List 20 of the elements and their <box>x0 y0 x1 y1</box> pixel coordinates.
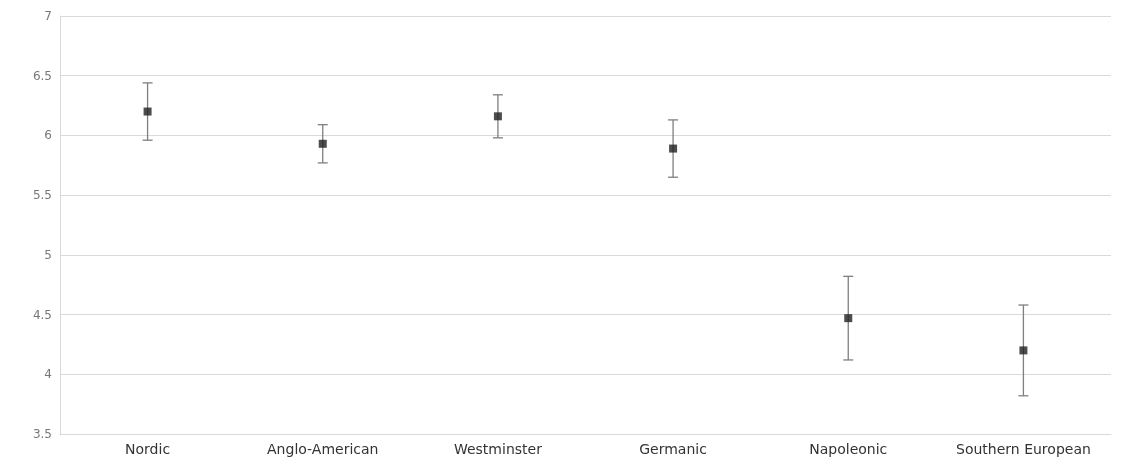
point <box>844 314 853 323</box>
point <box>1019 346 1028 355</box>
y-tick-label: 5.5 <box>32 188 52 203</box>
y-tick-label: 4 <box>44 367 52 382</box>
point <box>493 112 502 121</box>
x-tick-label: Westminster <box>453 441 543 457</box>
y-tick-label: 7 <box>44 9 52 23</box>
point <box>143 107 152 116</box>
x-tick-label: Southern European <box>956 441 1091 457</box>
y-tick-label: 6 <box>44 128 52 143</box>
y-tick-label: 3.5 <box>32 427 52 441</box>
x-tick-label: Germanic <box>639 441 707 457</box>
x-tick-label: Napoleonic <box>809 441 888 457</box>
point <box>669 144 678 153</box>
x-tick-label: Nordic <box>125 441 171 457</box>
point <box>318 139 327 148</box>
y-tick-label: 5 <box>44 247 52 262</box>
y-tick-label: 4.5 <box>32 307 52 322</box>
x-tick-label: Anglo-American <box>267 441 379 457</box>
y-tick-label: 6.5 <box>32 68 52 83</box>
